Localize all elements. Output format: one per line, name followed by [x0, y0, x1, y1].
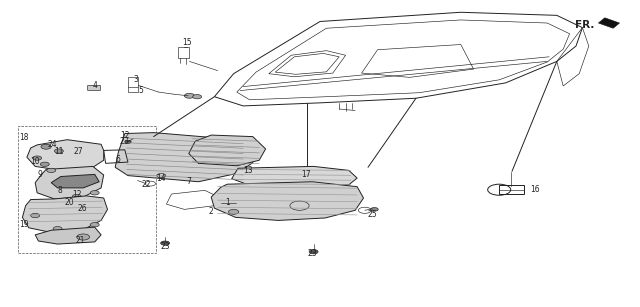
Text: 23: 23: [307, 249, 317, 258]
Text: 10: 10: [30, 157, 40, 166]
Polygon shape: [35, 166, 104, 199]
Polygon shape: [27, 140, 104, 170]
Text: 14: 14: [156, 173, 166, 183]
Circle shape: [77, 234, 90, 240]
Circle shape: [47, 168, 56, 173]
Text: 19: 19: [19, 220, 29, 229]
Circle shape: [193, 95, 202, 99]
Text: 22: 22: [141, 180, 150, 189]
Circle shape: [228, 209, 239, 214]
Text: 12: 12: [120, 130, 129, 140]
Text: 24: 24: [47, 140, 58, 150]
Text: 13: 13: [243, 166, 253, 175]
Circle shape: [31, 213, 40, 218]
Polygon shape: [211, 182, 364, 220]
Text: 25: 25: [367, 210, 378, 219]
Polygon shape: [598, 18, 620, 28]
Polygon shape: [232, 166, 357, 187]
Bar: [128, 77, 138, 92]
Circle shape: [90, 191, 99, 195]
Circle shape: [72, 194, 81, 199]
Text: 11: 11: [54, 147, 63, 157]
FancyBboxPatch shape: [88, 85, 100, 91]
Text: 5: 5: [138, 86, 143, 95]
Text: 4: 4: [92, 81, 97, 91]
Text: 8: 8: [57, 186, 62, 196]
Text: 20: 20: [64, 198, 74, 207]
Circle shape: [161, 241, 170, 245]
Text: 9: 9: [37, 170, 42, 180]
Text: 18: 18: [20, 133, 29, 142]
Text: 23: 23: [160, 242, 170, 251]
Polygon shape: [189, 135, 266, 166]
Circle shape: [125, 140, 131, 143]
Text: 26: 26: [77, 204, 87, 213]
Bar: [499, 185, 524, 194]
Text: 27: 27: [73, 147, 83, 157]
Bar: [178, 47, 189, 58]
Polygon shape: [51, 174, 99, 188]
Text: 21: 21: [76, 235, 84, 245]
Circle shape: [33, 156, 42, 160]
Text: 12: 12: [72, 189, 81, 199]
Text: 6: 6: [116, 155, 121, 164]
Text: 7: 7: [186, 177, 191, 186]
Circle shape: [90, 223, 99, 227]
Text: 16: 16: [530, 185, 540, 194]
Text: 2: 2: [209, 207, 214, 216]
Polygon shape: [35, 227, 101, 244]
Text: 15: 15: [182, 38, 192, 47]
Circle shape: [309, 250, 318, 254]
Circle shape: [40, 162, 49, 166]
Text: 1: 1: [225, 198, 230, 207]
Circle shape: [53, 227, 62, 231]
Circle shape: [54, 149, 63, 153]
Text: 23: 23: [120, 137, 130, 146]
Circle shape: [184, 93, 195, 98]
Circle shape: [371, 208, 378, 211]
Bar: [18, 126, 156, 253]
Text: 17: 17: [301, 170, 311, 179]
Text: 3: 3: [133, 75, 138, 84]
Polygon shape: [115, 133, 253, 182]
Polygon shape: [22, 196, 108, 233]
Text: FR.: FR.: [575, 20, 594, 30]
Circle shape: [41, 144, 51, 149]
